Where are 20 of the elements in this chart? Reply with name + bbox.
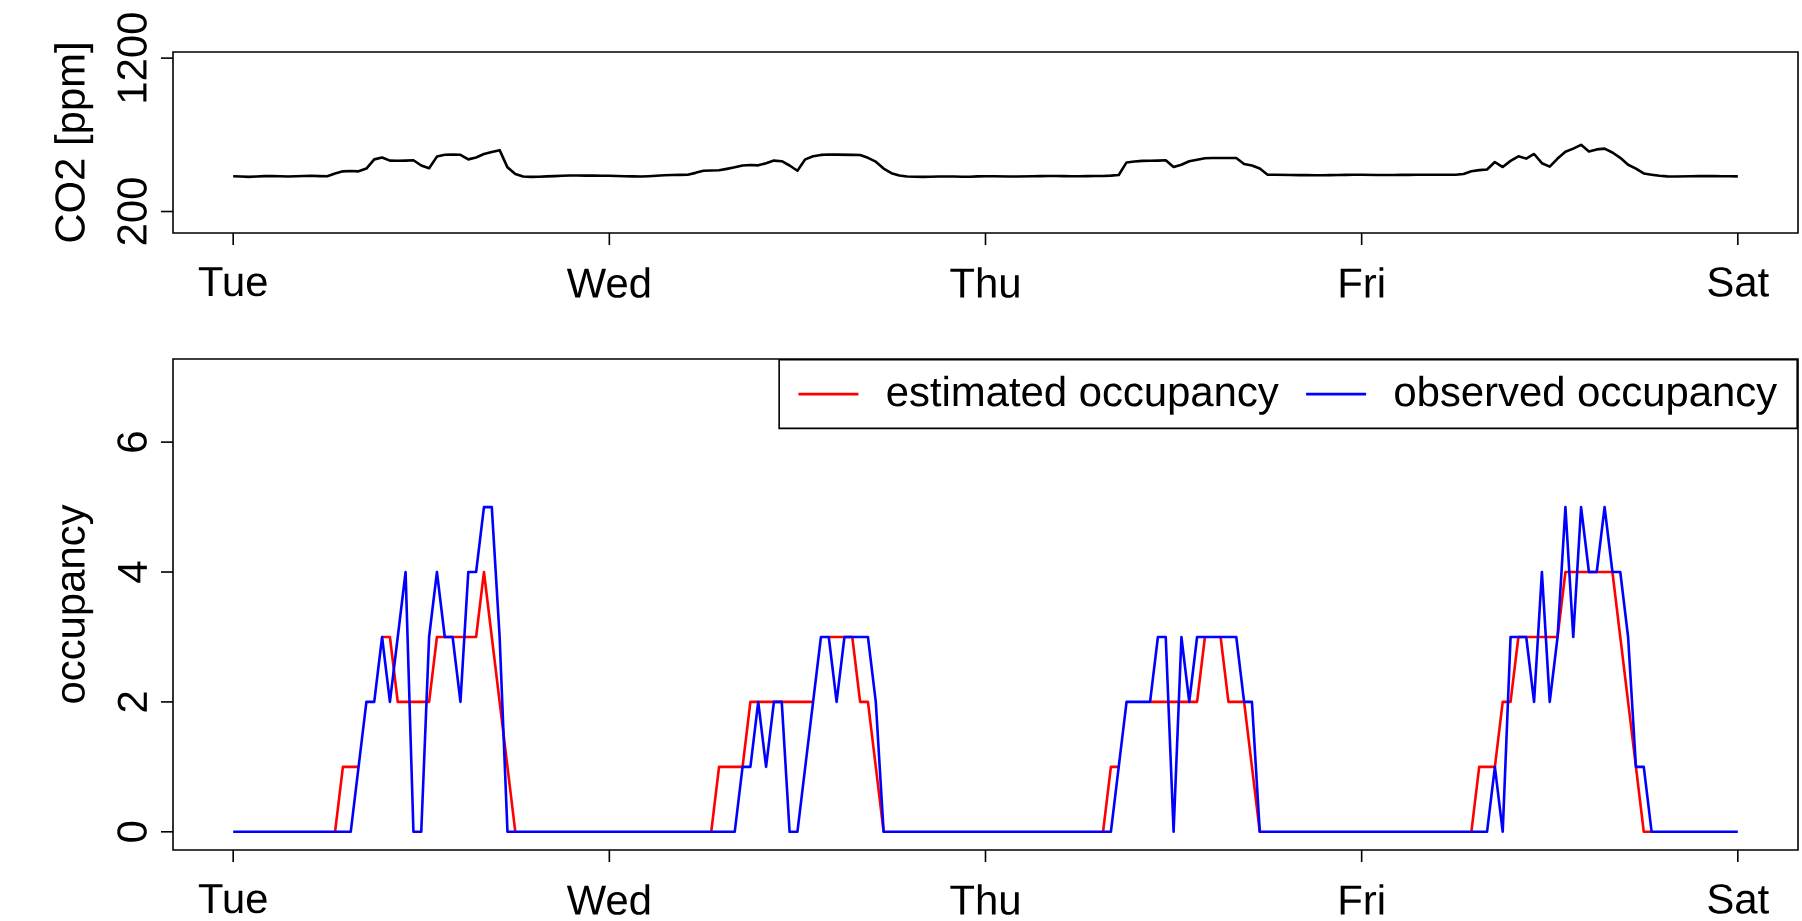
y-tick-label: 2 [117,692,147,712]
y-tick-label: 200 [117,178,147,245]
x-tick-label: Thu [950,267,1019,298]
y-tick-label: 0 [117,821,147,842]
x-tick-label: Wed [566,884,650,915]
x-tick-label: Fri [1340,884,1384,915]
y-tick-label: 4 [118,561,147,583]
y-tick-label: 1200 [117,13,147,102]
x-tick-label: Thu [950,884,1019,915]
x-tick-label: Sat [1708,267,1769,297]
y-axis-title: occupancy [61,504,94,703]
legend-label: estimated occupancy [887,375,1279,415]
y-axis-title: CO2 [ppm] [54,44,94,242]
x-tick-label: Tue [198,267,267,297]
x-tick-label: Sat [1708,884,1769,914]
y-tick-label: 6 [117,432,147,452]
x-tick-label: Tue [198,884,267,914]
x-tick-label: Wed [566,267,650,298]
x-tick-label: Fri [1340,267,1384,298]
legend-label: observed occupancy [1395,375,1778,415]
